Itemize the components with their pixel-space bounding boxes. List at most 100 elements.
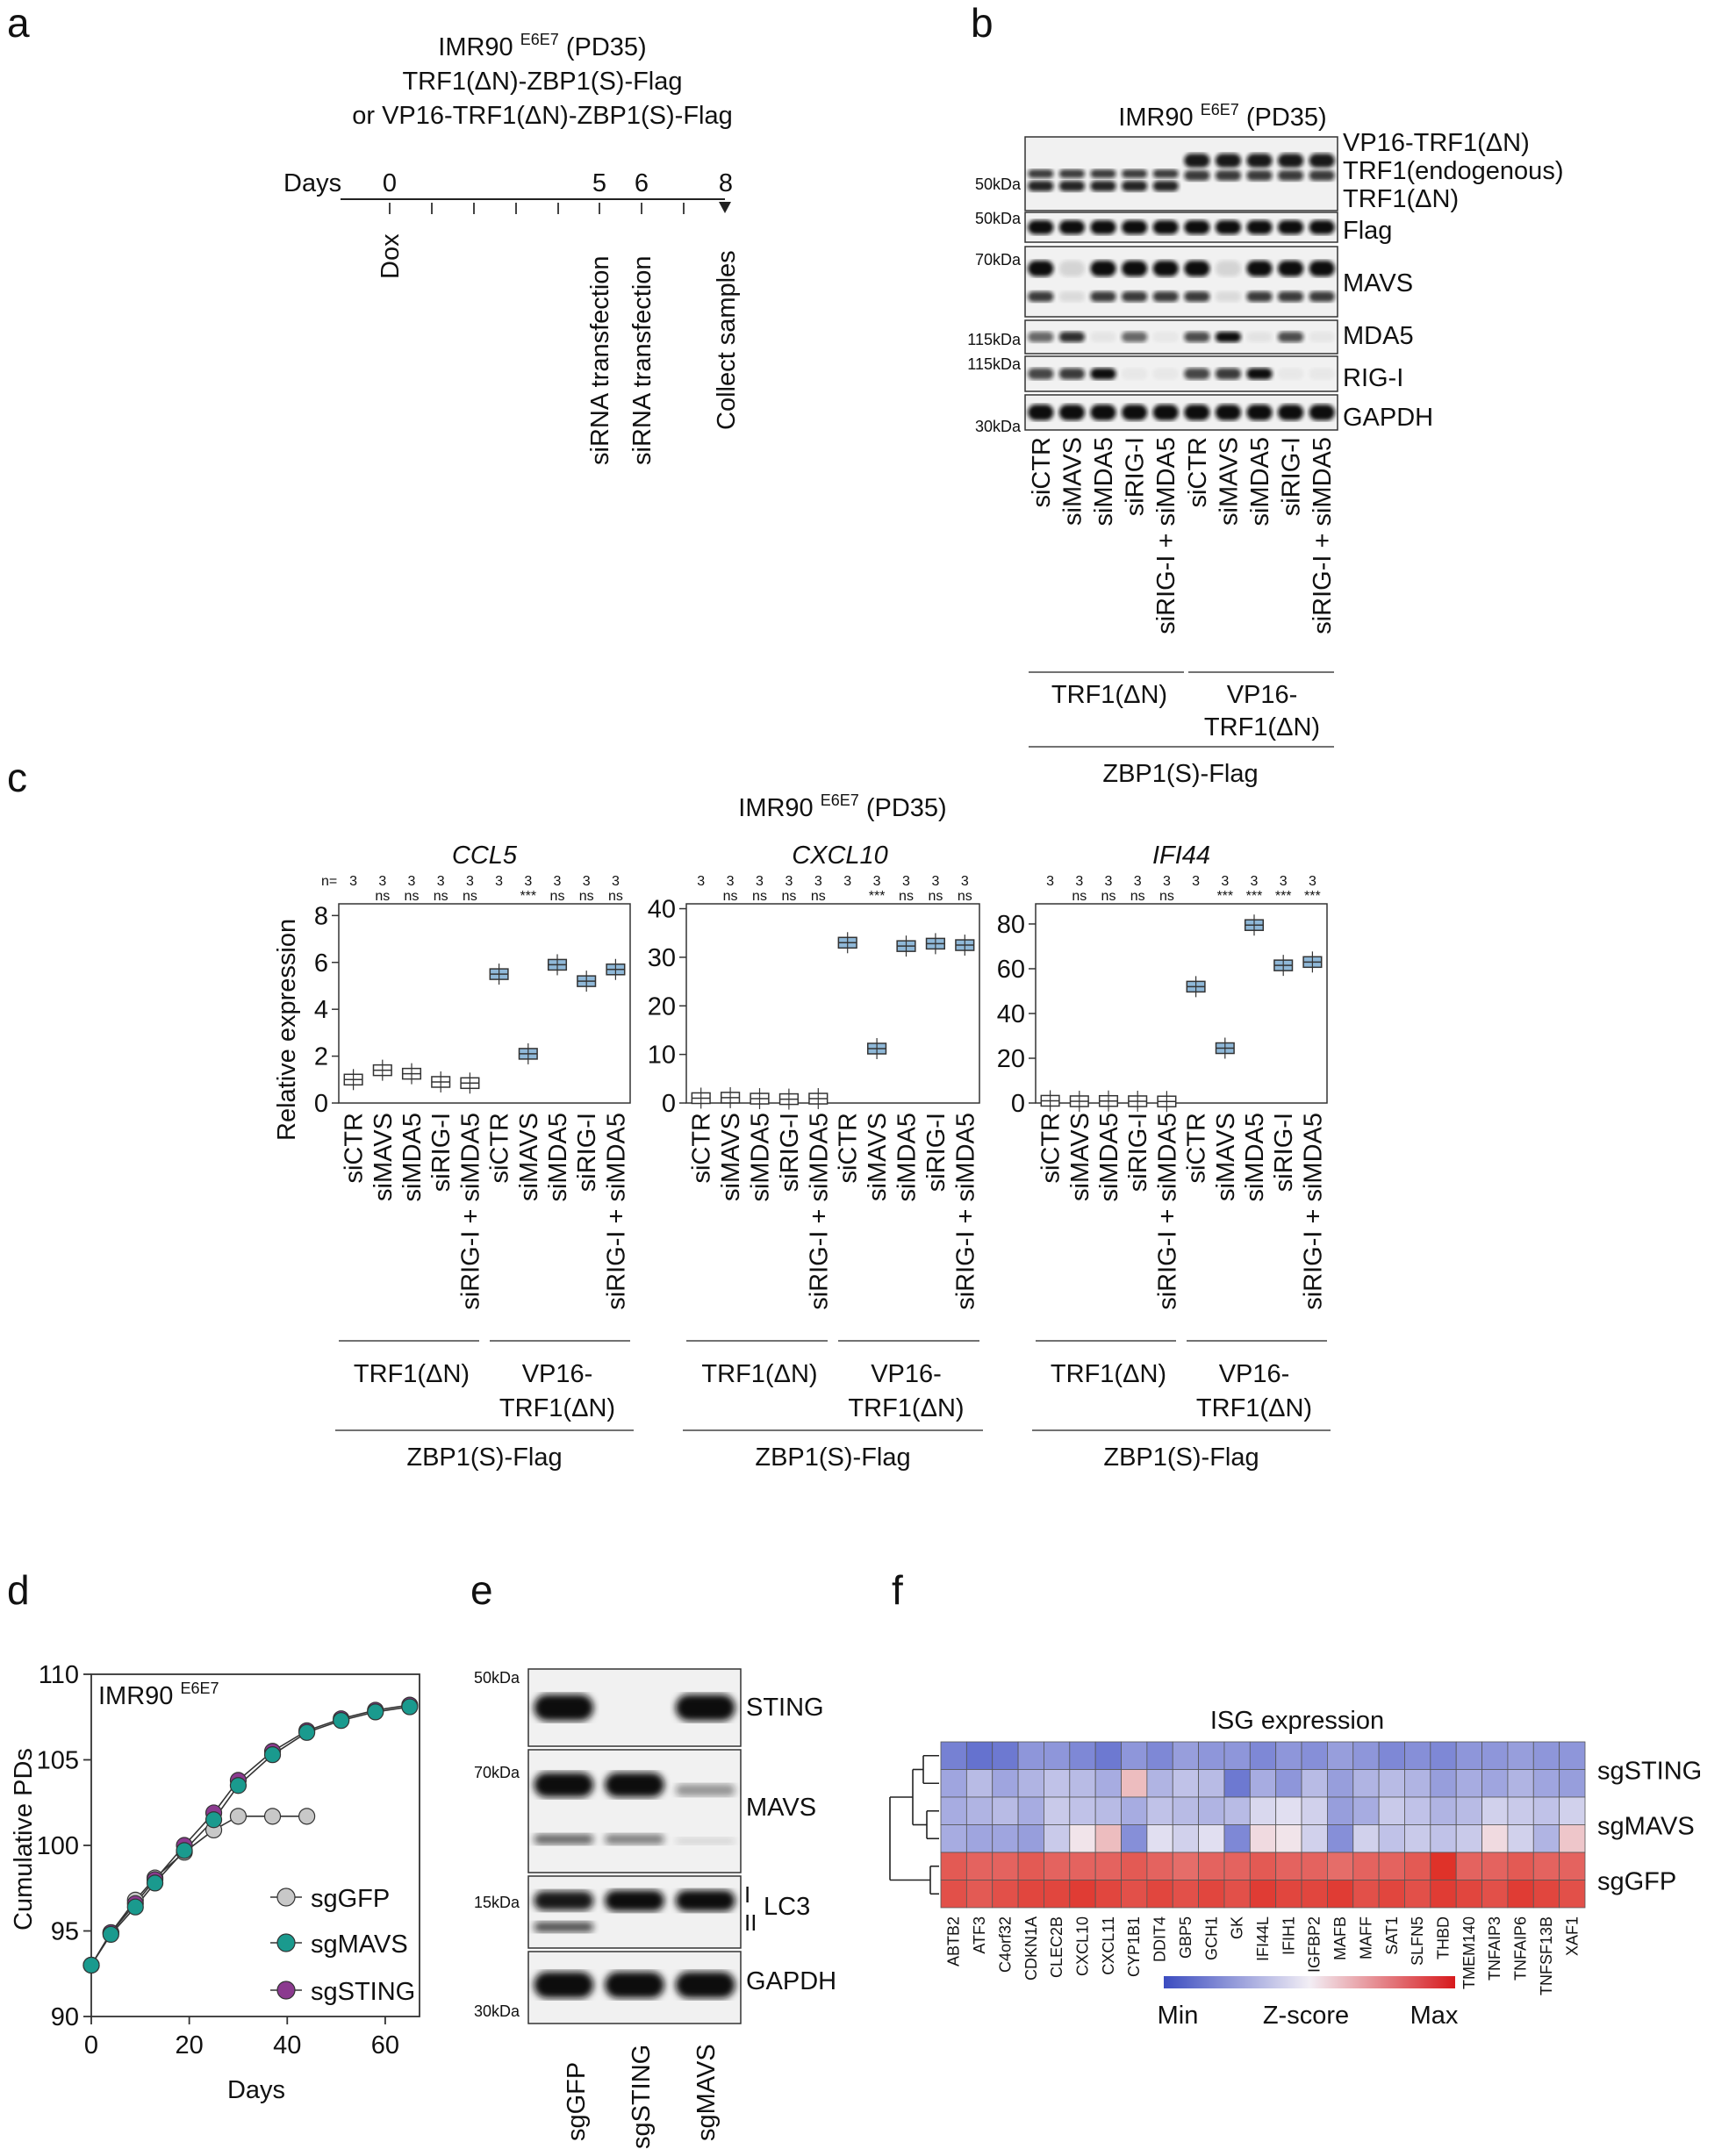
f-heat-cell — [1069, 1741, 1096, 1770]
e-blot-band — [675, 1972, 735, 1998]
blot-band — [1058, 261, 1085, 276]
blot-band — [1028, 405, 1054, 420]
b-construct: ZBP1(S)-Flag — [1102, 760, 1258, 788]
c-ytick-label: 40 — [997, 1000, 1025, 1028]
f-column-label: TMEM140 — [1460, 1916, 1478, 1989]
f-heat-cell — [1301, 1880, 1328, 1909]
e-label-gapdh: GAPDH — [746, 1967, 836, 1995]
e-mw-70: 70kDa — [474, 1764, 520, 1781]
f-heat-cell — [1507, 1852, 1534, 1880]
c-significance: ns — [1159, 889, 1174, 904]
f-column-label: CLEC2B — [1048, 1916, 1065, 1978]
f-heat-cell — [1121, 1769, 1148, 1798]
d-point-sgMAVS — [102, 1925, 119, 1943]
f-row-label: sgGFP — [1597, 1868, 1676, 1896]
f-heat-cell — [1223, 1741, 1251, 1770]
f-heat-cell — [1378, 1852, 1405, 1880]
f-heat-cell — [1559, 1796, 1586, 1825]
blot-band — [1152, 181, 1179, 191]
blot-band — [1278, 220, 1304, 234]
panel-c-cell-line: IMR90 E6E7 (PD35) — [738, 792, 946, 822]
blot-band — [1184, 368, 1210, 380]
e-blot-band — [605, 1890, 664, 1911]
mw-50-b: 50kDa — [975, 210, 1022, 227]
f-column-label: IFIH1 — [1280, 1916, 1297, 1955]
c-category-label: siMAVS — [717, 1113, 745, 1201]
b-group-vp16-l2: TRF1(ΔN) — [1204, 713, 1320, 741]
c-construct: ZBP1(S)-Flag — [406, 1443, 562, 1472]
f-heat-cell — [965, 1796, 994, 1825]
mw-115-b: 115kDa — [967, 355, 1022, 373]
blot-band — [1152, 291, 1179, 302]
e-blot-mavs — [527, 1749, 742, 1873]
e-blot-band — [534, 1922, 594, 1932]
d-xtick-label: 0 — [84, 2031, 98, 2059]
blot-band — [1309, 261, 1335, 276]
c-significance: ns — [958, 889, 972, 904]
c-n-value: 3 — [1221, 874, 1229, 889]
f-heat-cell — [1249, 1824, 1277, 1853]
c-ytick-label: 6 — [314, 949, 328, 978]
blot-band — [1122, 169, 1148, 178]
e-blot-band — [675, 1890, 735, 1911]
f-row-label: sgSTING — [1597, 1758, 1702, 1786]
b-group-trf1: TRF1(ΔN) — [1051, 681, 1167, 709]
blot-band — [1309, 332, 1335, 342]
d-series-line-sgMAVS — [90, 1706, 410, 1966]
blot-band — [1090, 368, 1116, 380]
f-heat-cell — [1249, 1880, 1277, 1909]
f-heat-cell — [1481, 1769, 1509, 1798]
f-heat-cell — [1146, 1769, 1173, 1798]
c-plot-frame — [338, 903, 631, 1104]
f-heat-cell — [965, 1769, 994, 1798]
f-heat-cell — [1430, 1741, 1457, 1770]
c-ytick-label: 40 — [648, 896, 676, 924]
f-heat-cell — [1404, 1852, 1431, 1880]
c-category-label: siCTR — [688, 1113, 716, 1184]
f-heat-cell — [1017, 1852, 1044, 1880]
c-group-vp16-l1: VP16- — [1219, 1360, 1290, 1388]
f-heat-cell — [1532, 1741, 1560, 1770]
f-heat-cell — [1481, 1880, 1509, 1909]
f-heat-cell — [1094, 1796, 1122, 1825]
f-column-label: TNFAIP3 — [1486, 1916, 1503, 1981]
c-n-value: 3 — [961, 874, 969, 889]
f-heat-cell — [1146, 1852, 1173, 1880]
blot-band — [1058, 220, 1085, 234]
blot-band — [1028, 220, 1054, 234]
b-lane-label: siRIG-I — [1122, 437, 1150, 516]
c-significance: ns — [463, 889, 477, 904]
d-point-sgMAVS — [176, 1842, 193, 1859]
f-heat-cell — [1249, 1741, 1277, 1770]
d-legend-marker — [276, 1933, 296, 1952]
c-group-vp16-l2: TRF1(ΔN) — [848, 1394, 964, 1422]
blot-band — [1184, 291, 1210, 302]
label-gapdh: GAPDH — [1343, 404, 1433, 432]
f-heat-cell — [1275, 1769, 1302, 1798]
d-point-sgGFP — [263, 1808, 282, 1825]
b-lane-label: siMDA5 — [1246, 437, 1274, 527]
c-ytick-label: 8 — [314, 902, 328, 930]
c-n-value: 3 — [1192, 874, 1200, 889]
f-heat-cell — [1455, 1880, 1482, 1909]
e-label-sting: STING — [746, 1694, 824, 1722]
c-significance: ns — [579, 889, 594, 904]
f-heat-cell — [1455, 1769, 1482, 1798]
d-point-sgMAVS — [367, 1703, 384, 1721]
f-heat-cell — [1198, 1796, 1225, 1825]
panel-letter-a: a — [7, 0, 30, 46]
f-heat-cell — [1198, 1880, 1225, 1909]
f-heat-cell — [1069, 1796, 1096, 1825]
c-n-value: 3 — [554, 874, 562, 889]
b-lane-label: siMAVS — [1215, 437, 1243, 526]
d-point-sgGFP — [298, 1808, 316, 1825]
blot-band — [1278, 261, 1304, 276]
c-significance: ns — [550, 889, 565, 904]
f-heat-cell — [1249, 1852, 1277, 1880]
blot-band — [1090, 332, 1116, 342]
mw-115-a: 115kDa — [967, 331, 1022, 348]
c-group-vp16-l1: VP16- — [871, 1360, 942, 1388]
f-heat-cell — [940, 1852, 967, 1880]
f-column-label: TNFAIP6 — [1512, 1916, 1530, 1981]
panel-b-cell-line: IMR90 E6E7 (PD35) — [1118, 101, 1326, 132]
